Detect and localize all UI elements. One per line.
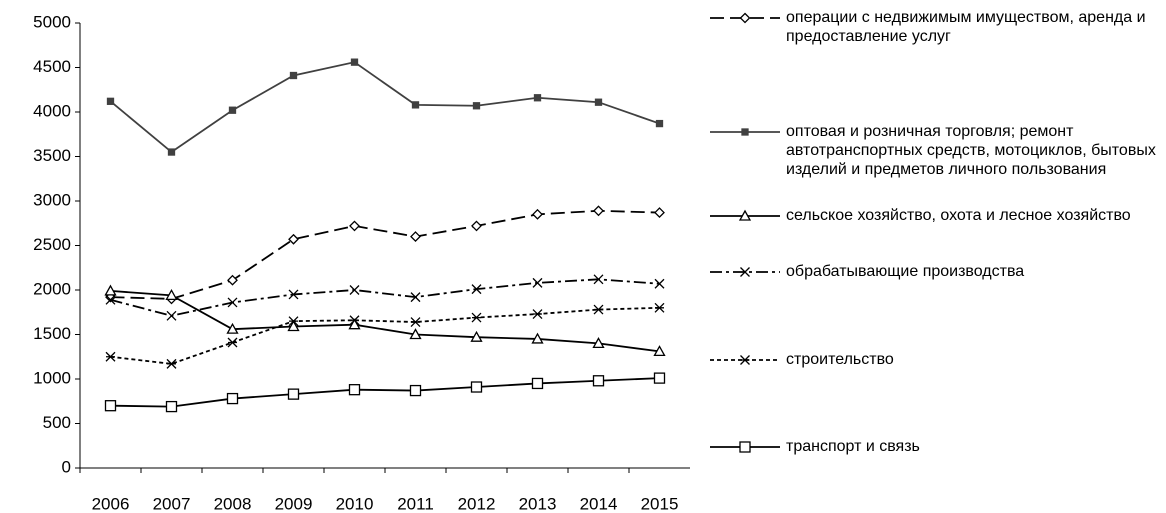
- marker: [226, 322, 239, 334]
- marker: [592, 375, 605, 387]
- x-tick-label: 2006: [92, 494, 130, 513]
- series-line: [110, 278, 660, 317]
- marker: [105, 351, 116, 362]
- marker: [227, 297, 238, 308]
- marker: [533, 94, 542, 102]
- x-tick-label: 2014: [580, 494, 618, 513]
- marker: [106, 97, 115, 105]
- series-line: [110, 306, 660, 365]
- marker: [593, 304, 604, 315]
- marker: [655, 119, 664, 128]
- marker: [410, 317, 421, 327]
- marker: [288, 289, 299, 300]
- marker: [166, 310, 177, 321]
- series-line: [110, 209, 660, 300]
- marker: [592, 337, 605, 349]
- marker: [740, 267, 750, 277]
- marker: [471, 312, 482, 323]
- marker: [593, 205, 604, 217]
- marker: [409, 328, 422, 340]
- marker: [409, 384, 422, 397]
- marker: [165, 400, 178, 413]
- marker: [738, 209, 752, 221]
- marker: [227, 337, 238, 348]
- marker: [531, 377, 544, 390]
- marker: [287, 388, 300, 400]
- marker: [227, 274, 238, 286]
- marker: [167, 148, 176, 156]
- y-tick-label: 2000: [33, 279, 71, 298]
- x-tick-label: 2013: [519, 494, 557, 513]
- y-tick-label: 4500: [33, 57, 71, 76]
- y-tick-label: 4000: [33, 101, 71, 120]
- x-tick-label: 2012: [458, 494, 496, 513]
- marker: [348, 318, 361, 330]
- legend-label: транспорт и связь: [786, 438, 920, 455]
- marker: [349, 285, 360, 295]
- marker: [350, 58, 359, 66]
- marker: [411, 101, 420, 109]
- marker: [104, 284, 117, 296]
- marker: [593, 274, 604, 285]
- x-tick-label: 2010: [336, 494, 374, 513]
- marker: [472, 102, 481, 110]
- y-tick-label: 3500: [33, 146, 71, 165]
- marker: [532, 208, 543, 220]
- marker: [654, 207, 665, 218]
- series-line: [110, 289, 660, 353]
- y-tick-label: 500: [43, 413, 71, 432]
- marker: [471, 284, 482, 295]
- marker: [471, 220, 482, 232]
- marker: [288, 233, 299, 245]
- x-tick-label: 2011: [397, 494, 434, 513]
- marker: [410, 231, 421, 243]
- marker: [740, 355, 750, 365]
- marker: [741, 128, 749, 136]
- marker: [105, 294, 116, 305]
- y-tick-label: 1500: [33, 324, 71, 343]
- marker: [349, 220, 360, 232]
- legend-label: обрабатывающие производства: [786, 263, 1025, 280]
- legend-label: сельское хозяйство, охота и лесное хозяй…: [786, 207, 1131, 224]
- series-line: [109, 61, 660, 154]
- marker: [104, 400, 117, 412]
- y-tick-label: 0: [62, 457, 71, 476]
- marker: [287, 320, 300, 332]
- legend-label: строительство: [786, 351, 894, 368]
- legend-label: операции с недвижимым имуществом, аренда…: [786, 9, 1146, 45]
- y-tick-label: 1000: [33, 368, 71, 387]
- marker: [226, 392, 239, 405]
- marker: [349, 315, 360, 326]
- marker: [470, 330, 483, 342]
- marker: [654, 302, 665, 313]
- marker: [228, 106, 237, 114]
- series-line: [110, 377, 660, 408]
- marker: [739, 441, 751, 453]
- x-tick-label: 2007: [153, 494, 191, 513]
- y-tick-label: 2500: [33, 235, 71, 254]
- marker: [165, 289, 178, 300]
- marker: [594, 98, 603, 106]
- marker: [653, 372, 666, 384]
- marker: [410, 292, 421, 303]
- marker: [166, 358, 177, 369]
- marker: [470, 381, 483, 393]
- marker: [288, 316, 299, 327]
- marker: [653, 345, 666, 357]
- x-tick-label: 2009: [275, 494, 313, 513]
- x-tick-label: 2015: [641, 494, 679, 513]
- marker: [531, 332, 544, 344]
- marker: [348, 384, 361, 396]
- marker: [654, 278, 665, 289]
- marker: [532, 277, 543, 288]
- marker: [739, 12, 751, 24]
- legend-label: оптовая и розничная торговля; ремонт авт…: [786, 123, 1156, 178]
- marker: [532, 309, 543, 319]
- y-tick-label: 5000: [33, 12, 71, 31]
- y-tick-label: 3000: [33, 190, 71, 209]
- marker: [289, 71, 298, 80]
- x-tick-label: 2008: [214, 494, 252, 513]
